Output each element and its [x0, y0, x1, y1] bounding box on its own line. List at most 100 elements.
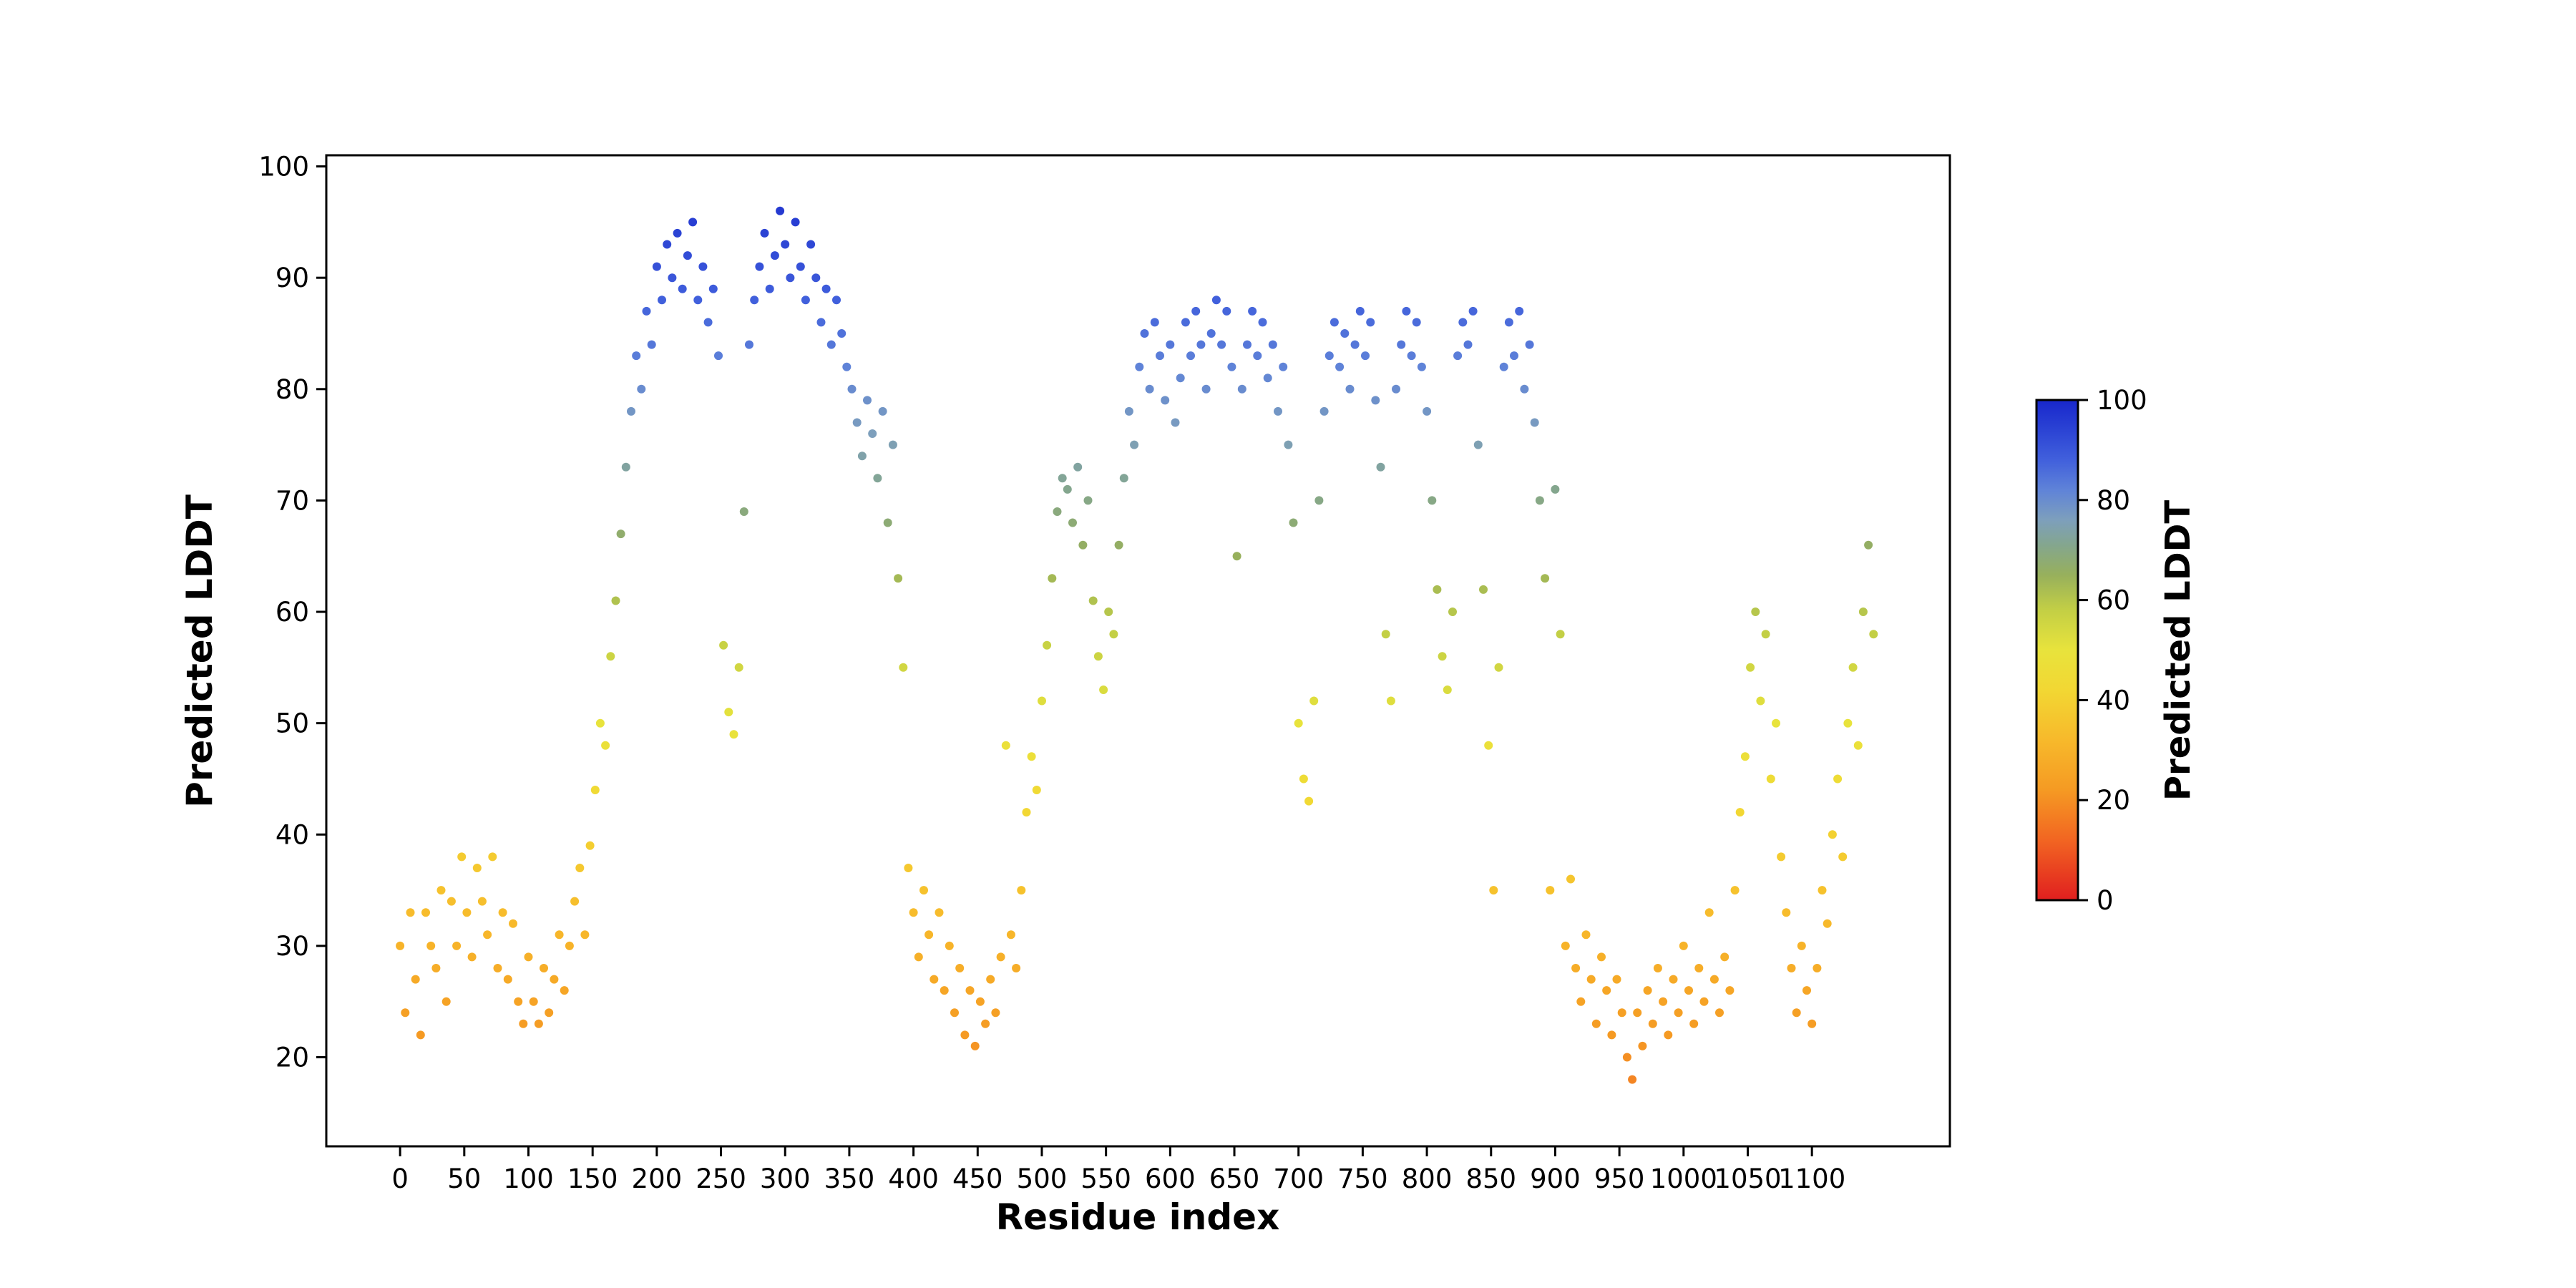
x-tick-label: 50 [447, 1163, 481, 1194]
y-tick-label: 30 [275, 931, 309, 962]
data-point [1104, 608, 1113, 616]
data-point [534, 1019, 543, 1028]
data-point [1848, 663, 1858, 672]
data-point [986, 975, 995, 984]
data-point [1828, 830, 1837, 839]
data-point [857, 452, 867, 461]
data-point [519, 1019, 528, 1028]
data-point [791, 218, 800, 227]
data-point [1176, 374, 1185, 383]
data-point [724, 708, 733, 717]
data-point [1227, 362, 1236, 371]
data-point [1376, 462, 1385, 472]
data-point [1130, 440, 1139, 449]
data-point [1782, 908, 1791, 917]
data-point [529, 997, 538, 1006]
data-point [1489, 886, 1498, 895]
data-point [1792, 1008, 1801, 1018]
data-point [1093, 652, 1103, 661]
data-point [714, 351, 723, 361]
data-point [1777, 852, 1786, 862]
data-point [1730, 886, 1740, 895]
x-tick-label: 150 [567, 1163, 618, 1194]
y-tick-label: 50 [275, 708, 309, 739]
colorbar-tick-label: 40 [2097, 685, 2130, 716]
data-point [1274, 406, 1282, 416]
data-point [781, 240, 790, 249]
x-tick-label: 350 [824, 1163, 875, 1194]
data-point [488, 852, 497, 862]
data-point [837, 329, 847, 338]
data-point [1345, 384, 1355, 394]
data-point [540, 964, 548, 972]
data-point [1314, 496, 1324, 505]
data-point [1201, 384, 1211, 394]
data-point [1797, 941, 1806, 950]
data-point [1751, 608, 1760, 616]
data-point [1407, 351, 1416, 361]
data-point [924, 930, 934, 940]
data-point [462, 908, 472, 917]
data-point [627, 406, 635, 416]
data-point [1433, 585, 1442, 594]
data-point [570, 897, 580, 906]
x-tick-label: 300 [760, 1163, 811, 1194]
data-point [1699, 997, 1709, 1006]
data-point [683, 251, 692, 260]
data-point [452, 941, 462, 950]
data-point [601, 741, 610, 750]
data-point [1397, 340, 1406, 349]
data-point [688, 218, 698, 227]
data-point [1510, 351, 1518, 361]
data-point [1099, 686, 1108, 694]
data-point [1858, 608, 1868, 616]
data-point [477, 897, 487, 906]
x-tick-label: 0 [391, 1163, 409, 1194]
data-point [436, 886, 446, 895]
data-point [1268, 340, 1277, 349]
data-point [1161, 396, 1170, 405]
data-point [498, 908, 507, 917]
data-point [467, 952, 477, 962]
data-point [786, 273, 795, 283]
data-point [1664, 1030, 1673, 1040]
data-point [1689, 1019, 1699, 1028]
data-point [509, 919, 517, 928]
data-point [472, 864, 482, 872]
data-point [1761, 630, 1770, 639]
data-point [514, 997, 523, 1006]
data-point [1659, 997, 1668, 1006]
data-point [1648, 1019, 1657, 1028]
data-point [545, 1008, 554, 1018]
data-point [1423, 406, 1432, 416]
data-point [1289, 518, 1298, 527]
data-point [1818, 886, 1827, 895]
data-point [1787, 964, 1796, 972]
data-point [894, 574, 903, 583]
data-point [970, 1041, 980, 1050]
data-point [945, 941, 954, 950]
data-point [1006, 930, 1015, 940]
data-point [703, 318, 713, 327]
data-point [852, 418, 862, 427]
data-point [1319, 406, 1329, 416]
data-point [996, 952, 1005, 962]
data-point [801, 296, 810, 305]
data-point [1299, 774, 1308, 784]
y-tick-label: 60 [275, 597, 309, 628]
data-point [719, 640, 728, 650]
data-point [734, 663, 743, 672]
data-point [401, 1008, 410, 1018]
data-point [1068, 518, 1077, 527]
data-point [493, 964, 502, 972]
data-point [621, 462, 630, 472]
data-point [1453, 351, 1463, 361]
x-tick-label: 200 [632, 1163, 683, 1194]
data-point [1150, 318, 1159, 327]
data-point [1576, 997, 1586, 1006]
data-point [668, 273, 677, 283]
data-point [595, 718, 605, 728]
data-point [1048, 574, 1057, 583]
data-point [1196, 340, 1206, 349]
data-point [1012, 964, 1021, 972]
